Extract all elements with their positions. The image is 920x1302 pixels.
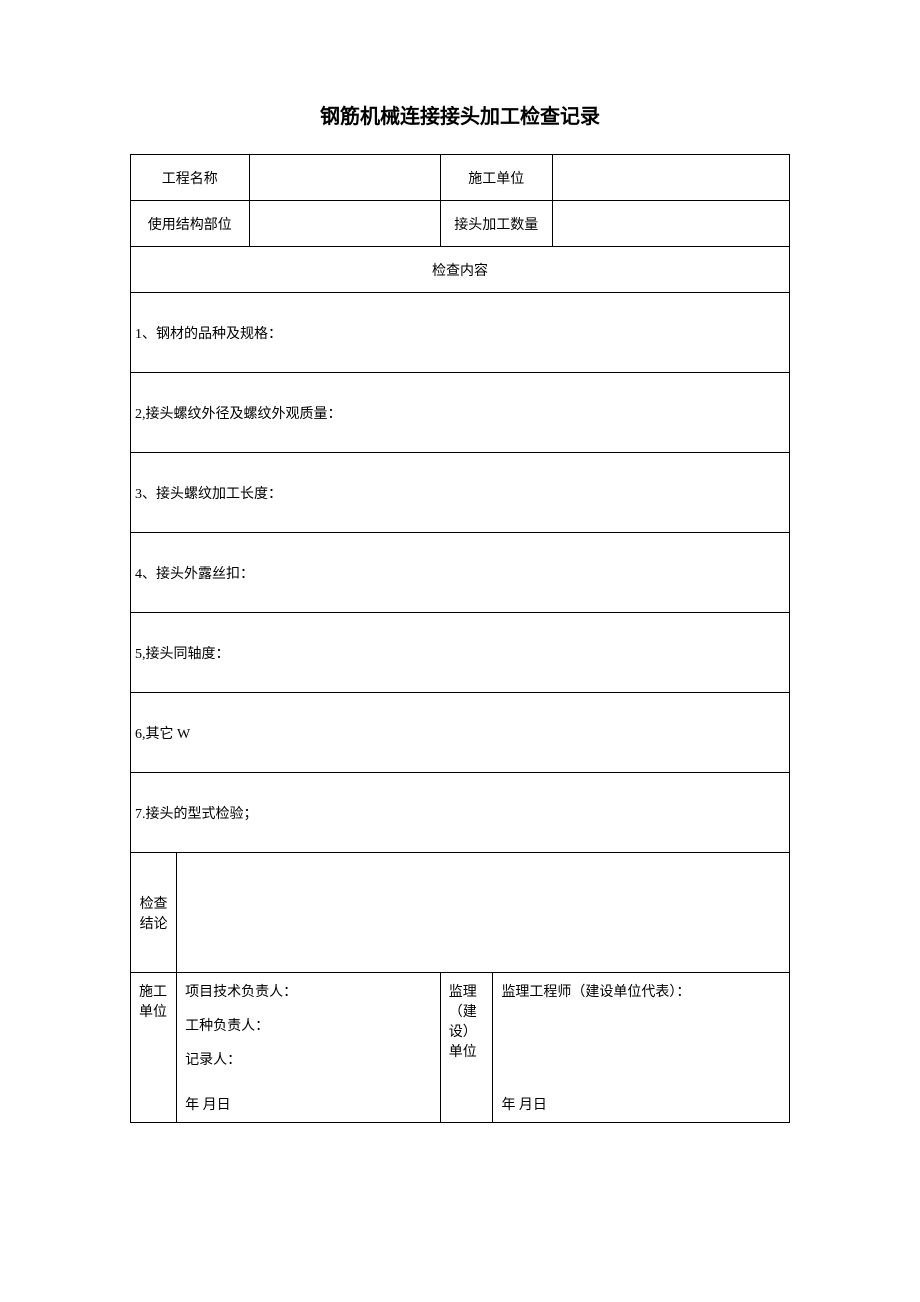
supervision-date-line: 年 月日 — [501, 1074, 781, 1114]
item-5: 5,接头同轴度： — [131, 613, 790, 693]
signature-row: 施工单位 项目技术负责人： 工种负责人： 记录人： 年 月日 监理（建设）单位 … — [131, 973, 790, 1123]
supervision-sign-label: 监理（建设）单位 — [440, 973, 493, 1123]
construction-sign-block: 项目技术负责人： 工种负责人： 记录人： 年 月日 — [177, 973, 441, 1123]
conclusion-value — [177, 853, 790, 973]
recorder-line: 记录人： — [185, 1049, 432, 1069]
document-title: 钢筋机械连接接头加工检查记录 — [130, 100, 790, 129]
joint-count-label: 接头加工数量 — [440, 201, 552, 247]
construction-date-line: 年 月日 — [185, 1074, 432, 1114]
item-row-1: 1、钢材的品种及规格： — [131, 293, 790, 373]
item-1: 1、钢材的品种及规格： — [131, 293, 790, 373]
item-2: 2,接头螺纹外径及螺纹外观质量： — [131, 373, 790, 453]
item-6: 6,其它 W — [131, 693, 790, 773]
structure-part-value — [249, 201, 440, 247]
inspection-record-table: 工程名称 施工单位 使用结构部位 接头加工数量 检查内容 1、钢材的品种及规格：… — [130, 154, 790, 1123]
construction-sign-label: 施工单位 — [131, 973, 177, 1123]
item-row-4: 4、接头外露丝扣： — [131, 533, 790, 613]
item-row-6: 6,其它 W — [131, 693, 790, 773]
inspection-content-header: 检查内容 — [131, 247, 790, 293]
supervision-sign-block: 监理工程师（建设单位代表）： 年 月日 — [493, 973, 790, 1123]
header-row-2: 使用结构部位 接头加工数量 — [131, 201, 790, 247]
work-leader-line: 工种负责人： — [185, 1015, 432, 1035]
item-4: 4、接头外露丝扣： — [131, 533, 790, 613]
item-row-3: 3、接头螺纹加工长度： — [131, 453, 790, 533]
construction-unit-label: 施工单位 — [440, 155, 552, 201]
header-row-1: 工程名称 施工单位 — [131, 155, 790, 201]
item-3: 3、接头螺纹加工长度： — [131, 453, 790, 533]
tech-leader-line: 项目技术负责人： — [185, 981, 432, 1001]
conclusion-row: 检查结论 — [131, 853, 790, 973]
conclusion-label: 检查结论 — [131, 853, 177, 973]
item-row-2: 2,接头螺纹外径及螺纹外观质量： — [131, 373, 790, 453]
item-row-7: 7.接头的型式检验； — [131, 773, 790, 853]
construction-unit-value — [552, 155, 789, 201]
item-row-5: 5,接头同轴度： — [131, 613, 790, 693]
inspection-content-header-row: 检查内容 — [131, 247, 790, 293]
joint-count-value — [552, 201, 789, 247]
structure-part-label: 使用结构部位 — [131, 201, 250, 247]
project-name-value — [249, 155, 440, 201]
supervisor-line: 监理工程师（建设单位代表）： — [501, 981, 781, 1001]
item-7: 7.接头的型式检验； — [131, 773, 790, 853]
project-name-label: 工程名称 — [131, 155, 250, 201]
